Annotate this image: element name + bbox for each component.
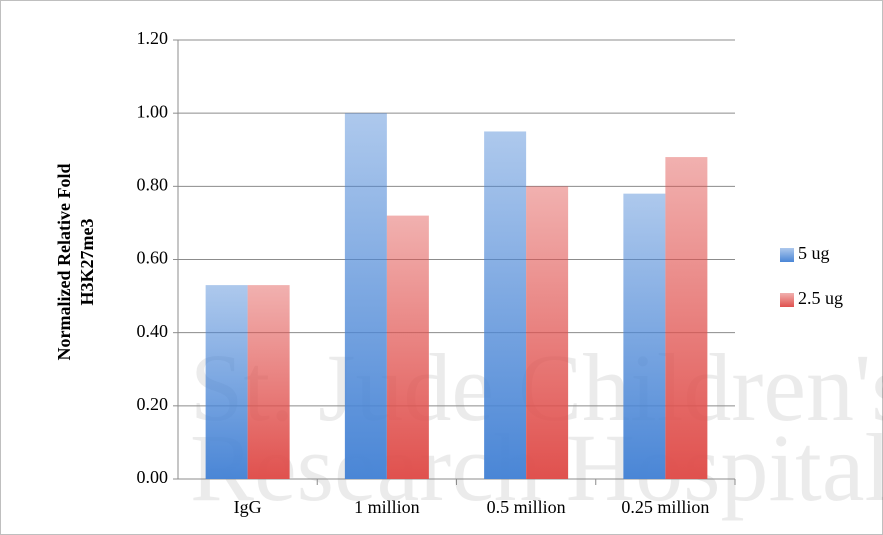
y-axis-title: H3K27me3	[77, 219, 97, 306]
y-tick-label: 0.00	[137, 467, 169, 487]
bar	[526, 186, 569, 480]
legend-swatch	[780, 248, 794, 262]
bar	[344, 113, 387, 480]
bar	[205, 285, 248, 479]
bar	[386, 215, 429, 479]
bar	[484, 131, 527, 480]
x-tick-label: 0.5 million	[487, 497, 566, 517]
x-tick-label: 1 million	[354, 497, 420, 517]
y-tick-label: 1.20	[137, 28, 169, 48]
y-tick-label: 0.40	[137, 321, 169, 341]
x-tick-label: 0.25 million	[621, 497, 709, 517]
x-tick-label: IgG	[234, 497, 262, 517]
legend-label: 5 ug	[798, 243, 830, 263]
bar	[247, 285, 290, 479]
y-tick-label: 0.80	[137, 174, 169, 194]
y-tick-label: 0.20	[137, 394, 169, 414]
legend-label: 2.5 ug	[798, 288, 843, 308]
legend-swatch	[780, 293, 794, 307]
bar	[665, 157, 708, 480]
bar	[623, 193, 666, 479]
y-axis-title: Normalized Relative Fold	[54, 164, 74, 361]
y-tick-label: 1.00	[137, 101, 169, 121]
y-tick-label: 0.60	[137, 248, 169, 268]
